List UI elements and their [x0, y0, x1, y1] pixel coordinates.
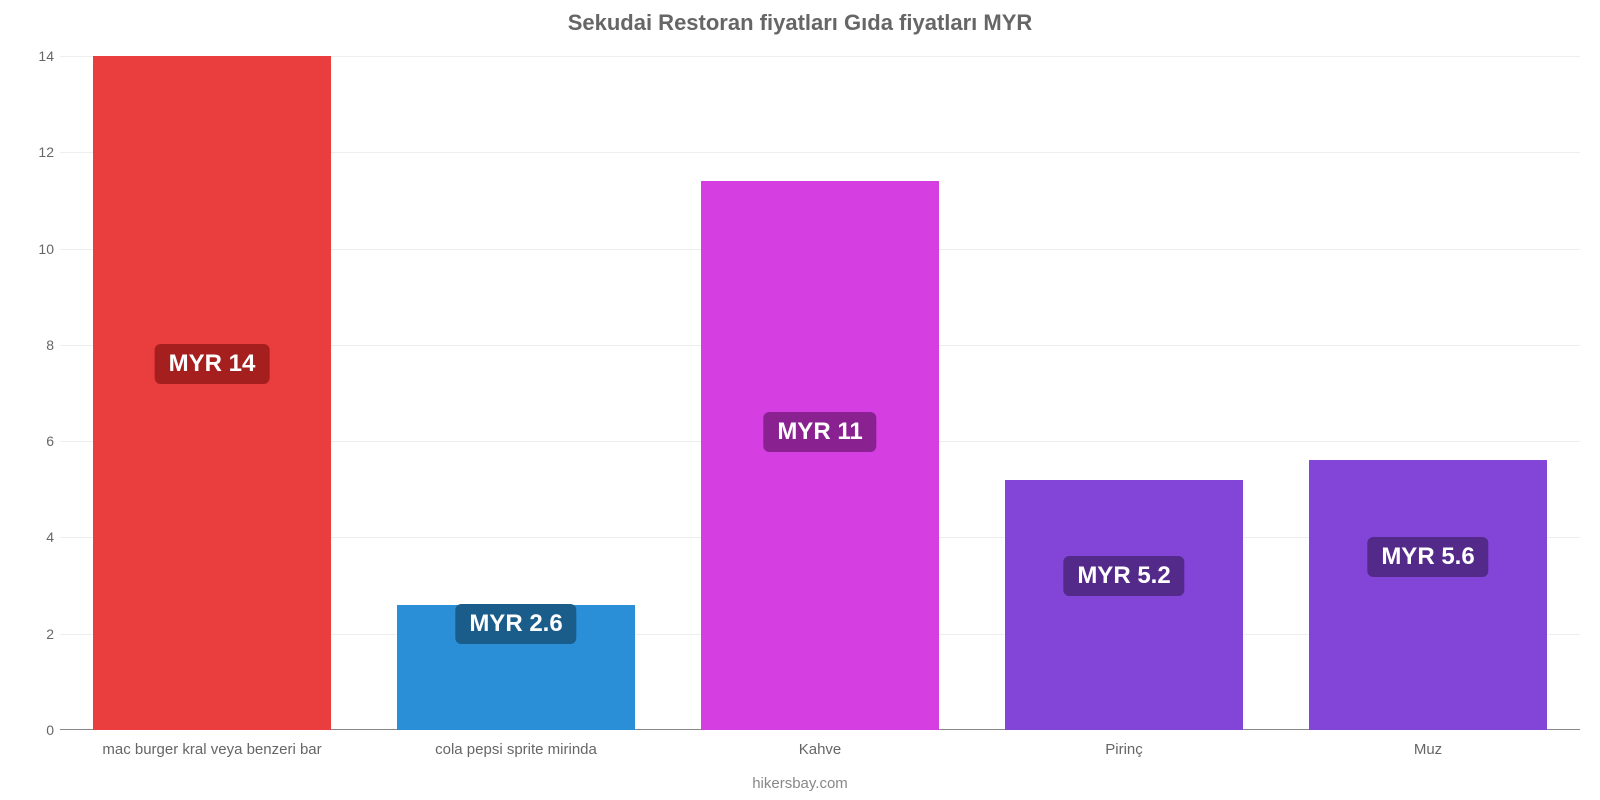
x-tick-label: mac burger kral veya benzeri bar — [102, 741, 321, 758]
x-tick-label: Kahve — [799, 741, 842, 758]
chart-title: Sekudai Restoran fiyatları Gıda fiyatlar… — [0, 0, 1600, 36]
bar-value-label: MYR 2.6 — [455, 604, 576, 644]
x-tick-label: Muz — [1414, 741, 1442, 758]
bar — [1005, 480, 1242, 730]
y-tick-label: 0 — [24, 722, 54, 738]
y-tick-label: 10 — [24, 241, 54, 257]
y-tick-label: 6 — [24, 433, 54, 449]
bar-value-label: MYR 5.6 — [1367, 537, 1488, 577]
credit-text: hikersbay.com — [0, 775, 1600, 792]
bar — [93, 56, 330, 730]
plot-area: 02468101214mac burger kral veya benzeri … — [60, 56, 1580, 730]
x-tick-label: Pirinç — [1105, 741, 1143, 758]
y-tick-label: 8 — [24, 337, 54, 353]
x-tick-label: cola pepsi sprite mirinda — [435, 741, 597, 758]
y-tick-label: 2 — [24, 626, 54, 642]
bar-value-label: MYR 14 — [155, 344, 270, 384]
bar-value-label: MYR 5.2 — [1063, 556, 1184, 596]
bar — [1309, 460, 1546, 730]
chart-container: Sekudai Restoran fiyatları Gıda fiyatlar… — [0, 0, 1600, 800]
bar — [701, 181, 938, 730]
y-tick-label: 12 — [24, 144, 54, 160]
y-tick-label: 4 — [24, 529, 54, 545]
bar-value-label: MYR 11 — [763, 412, 876, 452]
y-tick-label: 14 — [24, 48, 54, 64]
